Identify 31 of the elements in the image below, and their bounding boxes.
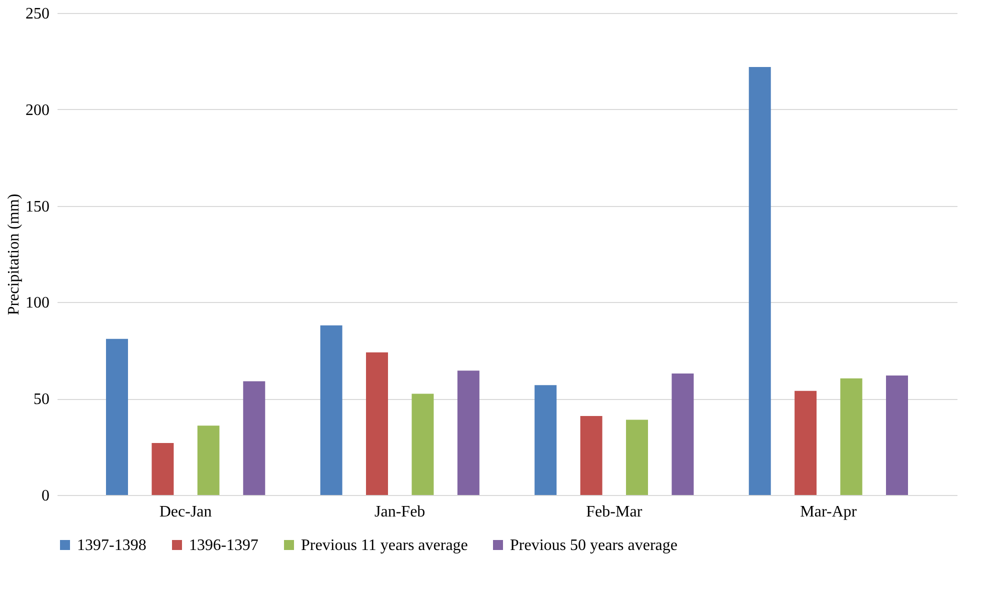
x-tick-label: Dec-Jan xyxy=(159,504,212,520)
bar xyxy=(626,420,648,495)
bar xyxy=(412,394,434,495)
bar xyxy=(320,325,342,495)
bar xyxy=(366,352,388,495)
bar xyxy=(672,374,694,495)
legend-label: Previous 11 years average xyxy=(301,537,468,554)
legend-label: 1396-1397 xyxy=(189,537,258,554)
bar xyxy=(152,442,174,495)
x-tick-label: Feb-Mar xyxy=(586,504,643,520)
y-tick-label: 100 xyxy=(26,294,50,312)
legend-label: 1397-1398 xyxy=(77,537,146,554)
bar xyxy=(886,375,908,495)
bar xyxy=(580,416,602,495)
bar xyxy=(534,385,557,495)
x-tick-label: Mar-Apr xyxy=(800,504,858,520)
bar xyxy=(840,378,862,495)
bar xyxy=(197,426,220,495)
y-tick-label: 200 xyxy=(26,102,50,119)
y-tick-label: 250 xyxy=(26,6,50,22)
x-tick-label: Jan-Feb xyxy=(374,504,426,520)
bar xyxy=(748,66,771,495)
y-tick-label: 0 xyxy=(42,488,50,504)
y-axis-title: Precipitation (mm) xyxy=(6,194,22,316)
y-tick-label: 50 xyxy=(34,391,50,408)
bar xyxy=(457,370,480,495)
y-tick-label: 150 xyxy=(26,198,50,216)
bar xyxy=(106,338,128,495)
legend-label: Previous 50 years average xyxy=(510,537,678,554)
bar xyxy=(243,381,266,495)
bar xyxy=(794,390,817,495)
